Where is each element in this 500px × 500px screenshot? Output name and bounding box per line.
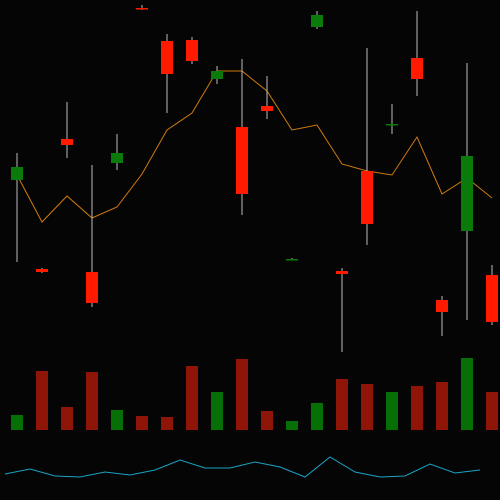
volume-bar <box>336 379 348 430</box>
candle-body <box>411 58 423 79</box>
candle-body <box>161 41 173 74</box>
candle-body <box>436 300 448 312</box>
volume-bar <box>361 384 373 430</box>
volume-bar <box>11 415 23 430</box>
candle-body <box>361 171 373 224</box>
candle-body <box>36 269 48 272</box>
volume-bar <box>311 403 323 430</box>
candle-body <box>236 127 248 194</box>
volume-bar <box>461 358 473 430</box>
candle-body <box>111 153 123 163</box>
volume-bar <box>436 382 448 430</box>
candle-body <box>86 272 98 303</box>
candle-body <box>11 167 23 180</box>
volume-bar <box>386 392 398 430</box>
volume-bar <box>236 359 248 430</box>
candle-body <box>61 139 73 145</box>
volume-bar <box>261 411 273 430</box>
volume-bar <box>111 410 123 430</box>
volume-bar <box>211 392 223 430</box>
candle-body <box>336 271 348 274</box>
candle-body <box>486 275 498 322</box>
candle-body <box>461 156 473 231</box>
volume-bar <box>411 386 423 430</box>
volume-bar <box>161 417 173 430</box>
candle-body <box>261 106 273 111</box>
volume-bar <box>36 371 48 430</box>
candle-body <box>136 8 148 10</box>
candle-body <box>286 259 298 261</box>
volume-bar <box>61 407 73 430</box>
indicator-line <box>4 456 481 478</box>
volume-bar <box>486 392 498 430</box>
volume-bar <box>86 372 98 430</box>
volume-bar <box>286 421 298 430</box>
volume-bar <box>136 416 148 430</box>
candle-body <box>211 71 223 79</box>
volume-bar <box>186 366 198 430</box>
candle-body <box>186 40 198 61</box>
candle-body <box>386 124 398 126</box>
moving-average-line <box>16 70 493 223</box>
candle-body <box>311 15 323 27</box>
